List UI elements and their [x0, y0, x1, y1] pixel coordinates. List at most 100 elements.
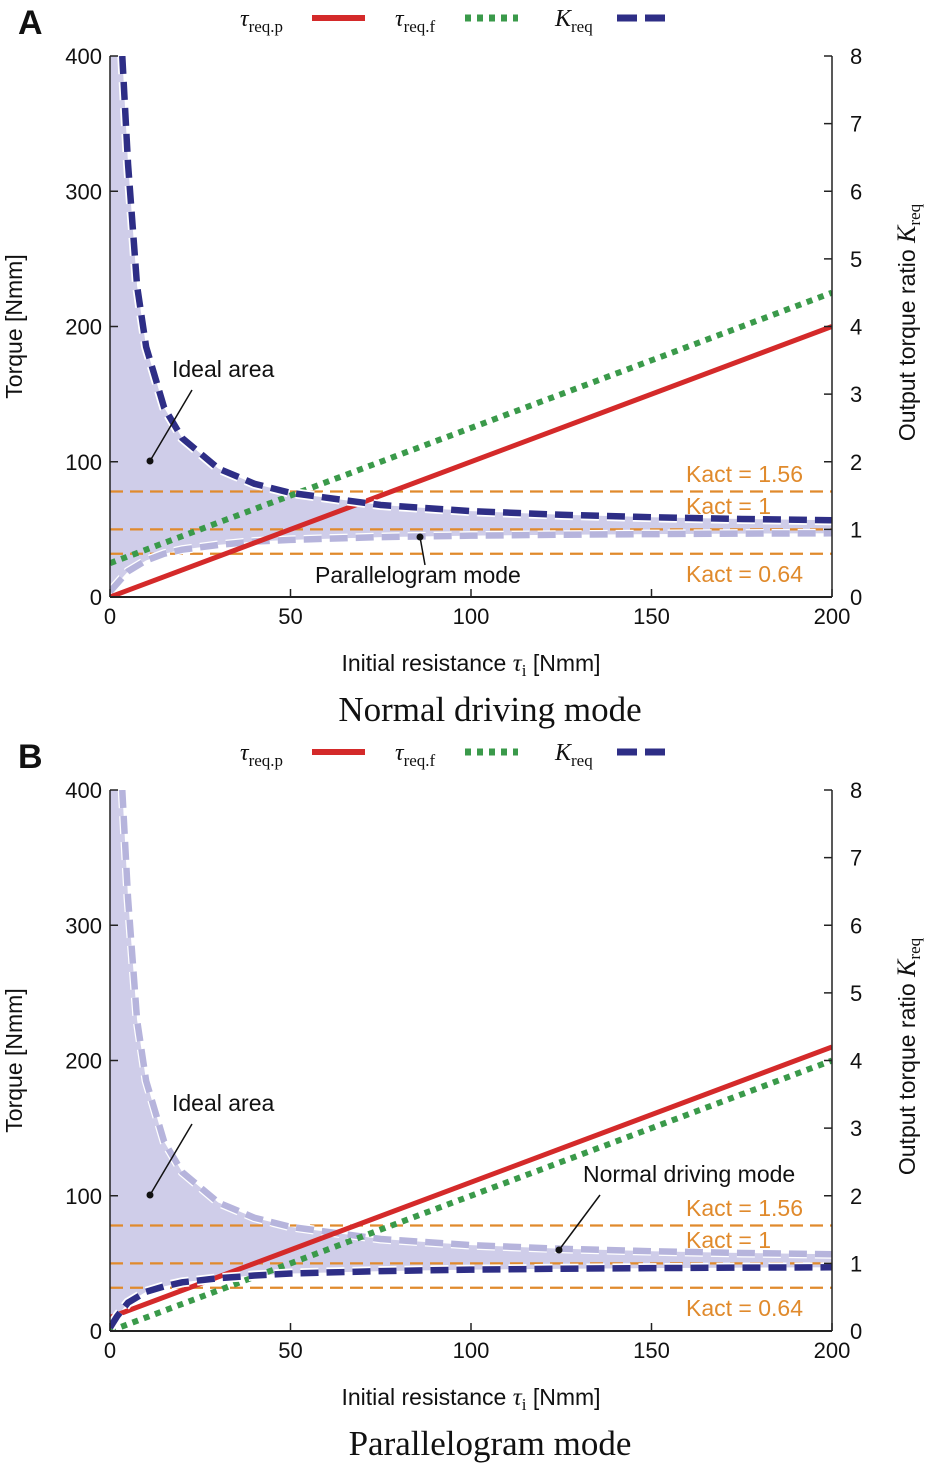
k-req-halo	[117, 56, 832, 526]
annotation-dot	[146, 457, 154, 465]
annotation-parallelogram-mode: Parallelogram mode	[315, 562, 521, 588]
annotation-leader	[419, 536, 426, 566]
y-tick-label: 300	[65, 913, 102, 938]
x-tick-label: 50	[278, 1338, 302, 1363]
x-tick-label: 50	[278, 604, 302, 629]
y2-label-text: Output torque ratio	[894, 977, 920, 1175]
y-tick-label: 400	[65, 44, 102, 69]
legend-label: τreq.p	[240, 740, 283, 770]
panel-A: A 0 100 200 300 400 0 1 2 3 4 5 6 7 8 0 50 100 150 200 Torqu…	[1, 4, 924, 729]
y2-tick-label: 2	[850, 1184, 862, 1209]
x-tick-label: 150	[633, 604, 670, 629]
legend-symbol: τ	[240, 740, 250, 766]
x-tick-label: 150	[633, 1338, 670, 1363]
y2-tick-label: 4	[850, 315, 862, 340]
y2-tick-label: 0	[850, 1319, 862, 1344]
chart-title: Normal driving mode	[338, 690, 641, 729]
kact-label: Kact = 1.56	[686, 1195, 803, 1221]
y2-tick-label: 8	[850, 44, 862, 69]
x-tick-label: 100	[453, 1338, 490, 1363]
y-tick-label: 0	[90, 585, 102, 610]
kact-label: Kact = 0.64	[686, 1295, 803, 1321]
annotation-leader	[558, 1194, 601, 1251]
tau-req-f-line	[110, 1057, 832, 1331]
kact-label: Kact = 0.64	[686, 561, 803, 587]
y2-label-sub: req	[905, 937, 924, 959]
annotation-dot	[416, 533, 424, 541]
panel-letter: B	[18, 738, 43, 776]
y2-tick-label: 0	[850, 585, 862, 610]
y2-axis-label: Output torque ratio Kreq	[892, 203, 924, 441]
legend-sub: req.f	[404, 17, 436, 36]
kact-label: Kact = 1	[686, 1227, 771, 1253]
k-req-faded-line	[119, 790, 832, 1258]
x-label-symbol: τ	[513, 1384, 523, 1411]
annotation-ideal-area: Ideal area	[172, 1090, 275, 1116]
y-tick-label: 100	[65, 450, 102, 475]
y-tick-label: 400	[65, 778, 102, 803]
legend-sub: req.p	[249, 751, 283, 770]
annotation-dot	[555, 1246, 563, 1254]
annotation-leader	[149, 1123, 193, 1196]
x-label-sub: i	[522, 661, 527, 680]
y2-tick-label: 4	[850, 1049, 862, 1074]
legend-symbol: K	[554, 740, 573, 766]
y2-tick-label: 5	[850, 247, 862, 272]
y2-tick-label: 5	[850, 981, 862, 1006]
y2-label-text: Output torque ratio	[894, 243, 920, 441]
chart-title: Parallelogram mode	[349, 1424, 632, 1463]
x-label-symbol: τ	[513, 650, 523, 677]
legend-sub: req.p	[249, 17, 283, 36]
annotation-ideal-area: Ideal area	[172, 356, 275, 382]
y2-tick-label: 7	[850, 112, 862, 137]
x-tick-label: 200	[814, 604, 851, 629]
x-label-sub: i	[522, 1395, 527, 1414]
y2-label-symbol: K	[892, 224, 921, 244]
legend-label: τreq.p	[240, 6, 283, 36]
annotation-normal-driving-mode: Normal driving mode	[583, 1161, 795, 1187]
legend-label: τreq.f	[395, 6, 436, 36]
y2-label-symbol: K	[892, 958, 921, 978]
tau-req-p-line	[110, 324, 832, 597]
y2-tick-label: 3	[850, 382, 862, 407]
y2-label-sub: req	[905, 203, 924, 225]
plot-area	[110, 790, 832, 1331]
y-tick-label: 200	[65, 1049, 102, 1074]
legend-sub: req.f	[404, 751, 436, 770]
k-req-line	[119, 56, 832, 524]
y2-axis-label: Output torque ratio Kreq	[892, 937, 924, 1175]
x-tick-label: 0	[104, 1338, 116, 1363]
x-axis-label: Initial resistance τi [Nmm]	[341, 1384, 600, 1414]
y2-tick-label: 3	[850, 1116, 862, 1141]
x-axis-label: Initial resistance τi [Nmm]	[341, 650, 600, 680]
legend-sub: req	[571, 751, 593, 770]
y-axis-label: Torque [Nmm]	[1, 254, 27, 398]
ideal-area	[110, 56, 832, 597]
y-tick-label: 200	[65, 315, 102, 340]
x-tick-label: 0	[104, 604, 116, 629]
x-label-text: Initial resistance	[341, 650, 512, 676]
x-label-unit: [Nmm]	[526, 1384, 600, 1410]
plot-area	[110, 56, 832, 597]
y2-tick-label: 1	[850, 517, 862, 542]
kact-label: Kact = 1	[686, 493, 771, 519]
x-label-text: Initial resistance	[341, 1384, 512, 1410]
y-axis-label: Torque [Nmm]	[1, 988, 27, 1132]
k-req-line	[110, 1264, 832, 1330]
x-label-unit: [Nmm]	[526, 650, 600, 676]
y-tick-label: 300	[65, 179, 102, 204]
panel-B: B 0 100 200 300 400 0 1 2 3 4 5 6 7 8 0 50 100 150 200 Torqu…	[1, 738, 924, 1463]
y-tick-label: 0	[90, 1319, 102, 1344]
y2-tick-label: 2	[850, 450, 862, 475]
y-tick-label: 100	[65, 1184, 102, 1209]
legend-symbol: K	[554, 6, 573, 32]
legend-symbol: τ	[395, 6, 405, 32]
legend-label: τreq.f	[395, 740, 436, 770]
annotation-leader	[149, 389, 193, 462]
y2-tick-label: 7	[850, 846, 862, 871]
legend-symbol: τ	[240, 6, 250, 32]
y2-tick-label: 6	[850, 913, 862, 938]
x-tick-label: 100	[453, 604, 490, 629]
y2-tick-label: 1	[850, 1251, 862, 1276]
